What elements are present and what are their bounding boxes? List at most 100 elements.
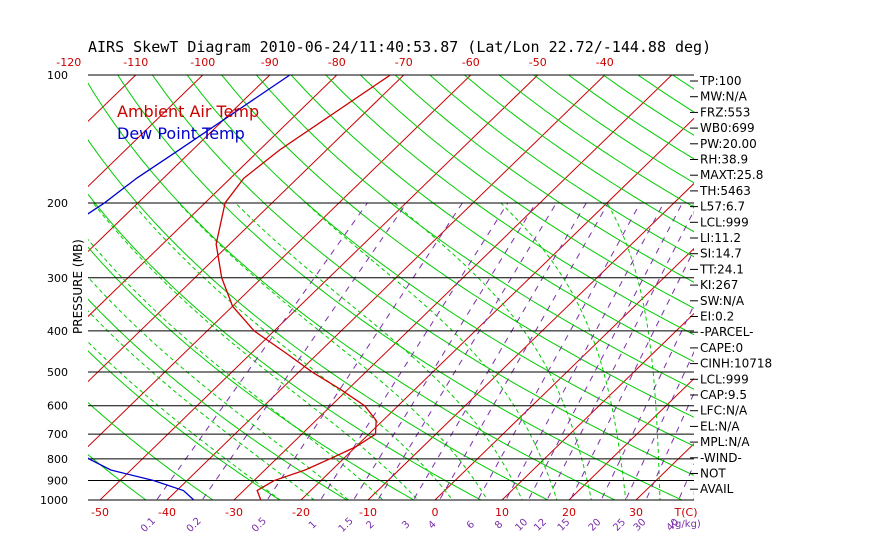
dry-adiabat-line xyxy=(290,75,694,363)
mixing-ratio-line xyxy=(352,202,537,500)
index-label: CAP:9.5 xyxy=(700,388,747,402)
index-label: TP:100 xyxy=(699,74,742,88)
moist-adiabat-line xyxy=(88,276,350,500)
index-label: SI:14.7 xyxy=(700,247,742,261)
isotherm-line xyxy=(88,75,472,448)
moist-adiabat-line xyxy=(88,341,281,500)
isotherm-line xyxy=(770,75,870,500)
dry-adiabat-line xyxy=(394,75,694,283)
mixing-ratio-label: 10 xyxy=(513,517,530,534)
mixing-ratio-label: 3 xyxy=(400,519,412,531)
mixing-ratio-label: 12 xyxy=(532,517,549,534)
dry-adiabat-line xyxy=(360,75,694,309)
index-label: L57:6.7 xyxy=(700,200,745,214)
bottom-temp-tick-label: 10 xyxy=(495,506,509,519)
index-label: LI:11.2 xyxy=(700,231,741,245)
mixing-ratio-line xyxy=(156,202,368,500)
isotherm-line xyxy=(434,247,694,500)
mixing-ratio-label: 20 xyxy=(587,517,604,534)
y-axis-label: PRESSURE (MB) xyxy=(71,239,85,334)
grid-layer xyxy=(0,75,870,509)
mixing-ratio-label: 1 xyxy=(307,519,319,531)
moist-adiabat-line xyxy=(305,202,558,500)
temperature-profile-line xyxy=(215,75,391,500)
dry-adiabat-line xyxy=(88,350,281,500)
dry-adiabat-line xyxy=(811,75,870,509)
pressure-tick-label: 200 xyxy=(47,197,68,210)
dry-adiabat-line xyxy=(117,75,684,500)
mixing-ratio-unit-label: (g/kg) xyxy=(671,519,701,530)
mixing-ratio-label: 30 xyxy=(632,517,649,534)
top-temp-tick-label: -110 xyxy=(123,56,148,69)
dry-adiabat-line xyxy=(186,75,694,447)
mixing-ratio-line xyxy=(625,350,694,500)
bottom-temp-tick-label: -30 xyxy=(225,506,243,519)
mixing-ratio-label: 15 xyxy=(556,517,573,534)
mixing-ratio-label: 4 xyxy=(426,519,438,531)
index-label: RH:38.9 xyxy=(700,153,748,167)
index-label: CINH:10718 xyxy=(700,357,772,371)
moist-adiabat-line xyxy=(92,202,419,500)
pressure-tick-label: 500 xyxy=(47,366,68,379)
isotherm-line xyxy=(568,377,694,500)
mixing-ratio-line xyxy=(569,248,694,500)
dry-adiabat-line xyxy=(151,75,694,476)
isotherm-line xyxy=(166,75,606,500)
chart-title: AIRS SkewT Diagram 2010-06-24/11:40:53.8… xyxy=(88,38,711,56)
dry-adiabat-line xyxy=(429,75,694,258)
dewpoint-profile-line xyxy=(88,75,291,500)
mixing-ratio-label: 6 xyxy=(465,519,477,531)
index-label: KI:267 xyxy=(700,278,738,292)
dry-adiabat-line xyxy=(777,75,870,509)
index-label: EL:N/A xyxy=(700,419,740,433)
isotherm-line xyxy=(367,182,694,500)
index-label: LFC:N/A xyxy=(700,404,748,418)
dry-adiabat-line xyxy=(88,401,214,500)
isotherm-line xyxy=(300,117,694,500)
dry-adiabat-line xyxy=(256,75,694,390)
top-temp-tick-label: -70 xyxy=(395,56,413,69)
dry-adiabat-line xyxy=(88,82,617,500)
index-label: MAXT:25.8 xyxy=(700,168,763,182)
dry-adiabat-line xyxy=(88,246,415,500)
mixing-ratio-line xyxy=(600,304,694,500)
dry-adiabat-line xyxy=(846,75,870,509)
dry-adiabat-line xyxy=(464,75,694,233)
top-temp-tick-label: -80 xyxy=(328,56,346,69)
mixing-ratio-label: 0.2 xyxy=(185,516,204,535)
isotherm-line xyxy=(88,75,204,188)
mixing-ratio-label: 1.5 xyxy=(337,516,356,535)
pressure-tick-label: 900 xyxy=(47,475,68,488)
index-label: CAPE:0 xyxy=(700,341,743,355)
mixing-ratio-line xyxy=(505,202,665,500)
index-label: NOT xyxy=(700,467,726,481)
moist-adiabat-line xyxy=(235,202,523,500)
index-label: WB0:699 xyxy=(700,121,755,135)
dry-adiabat-line xyxy=(0,75,22,509)
moist-adiabat-line xyxy=(178,202,488,500)
index-label: LCL:999 xyxy=(700,372,749,386)
bottom-temp-tick-label: -20 xyxy=(292,506,310,519)
isotherm-line xyxy=(88,75,271,253)
moist-adiabat-line xyxy=(500,202,627,500)
index-label: MPL:N/A xyxy=(700,435,750,449)
index-label: FRZ:553 xyxy=(700,105,750,119)
index-label: -WIND- xyxy=(700,451,742,465)
pressure-tick-label: 700 xyxy=(47,428,68,441)
mixing-ratio-label: 0.5 xyxy=(250,516,269,535)
pressure-tick-label: 1000 xyxy=(40,494,68,507)
mixing-ratio-line xyxy=(266,202,463,500)
isotherm-line xyxy=(0,75,2,500)
pressure-tick-label: 600 xyxy=(47,400,68,413)
mixing-ratio-label: 2 xyxy=(365,519,377,531)
index-label: AVAIL xyxy=(700,482,734,496)
dry-adiabat-line xyxy=(88,139,550,500)
dry-adiabat-line xyxy=(742,75,870,509)
index-label: -PARCEL- xyxy=(700,325,754,339)
dry-adiabat-line xyxy=(88,298,348,500)
mixing-ratio-label: 25 xyxy=(611,517,628,534)
isobar-layer xyxy=(88,74,694,501)
mixing-ratio-line xyxy=(546,209,694,500)
index-label: SW:N/A xyxy=(700,294,745,308)
